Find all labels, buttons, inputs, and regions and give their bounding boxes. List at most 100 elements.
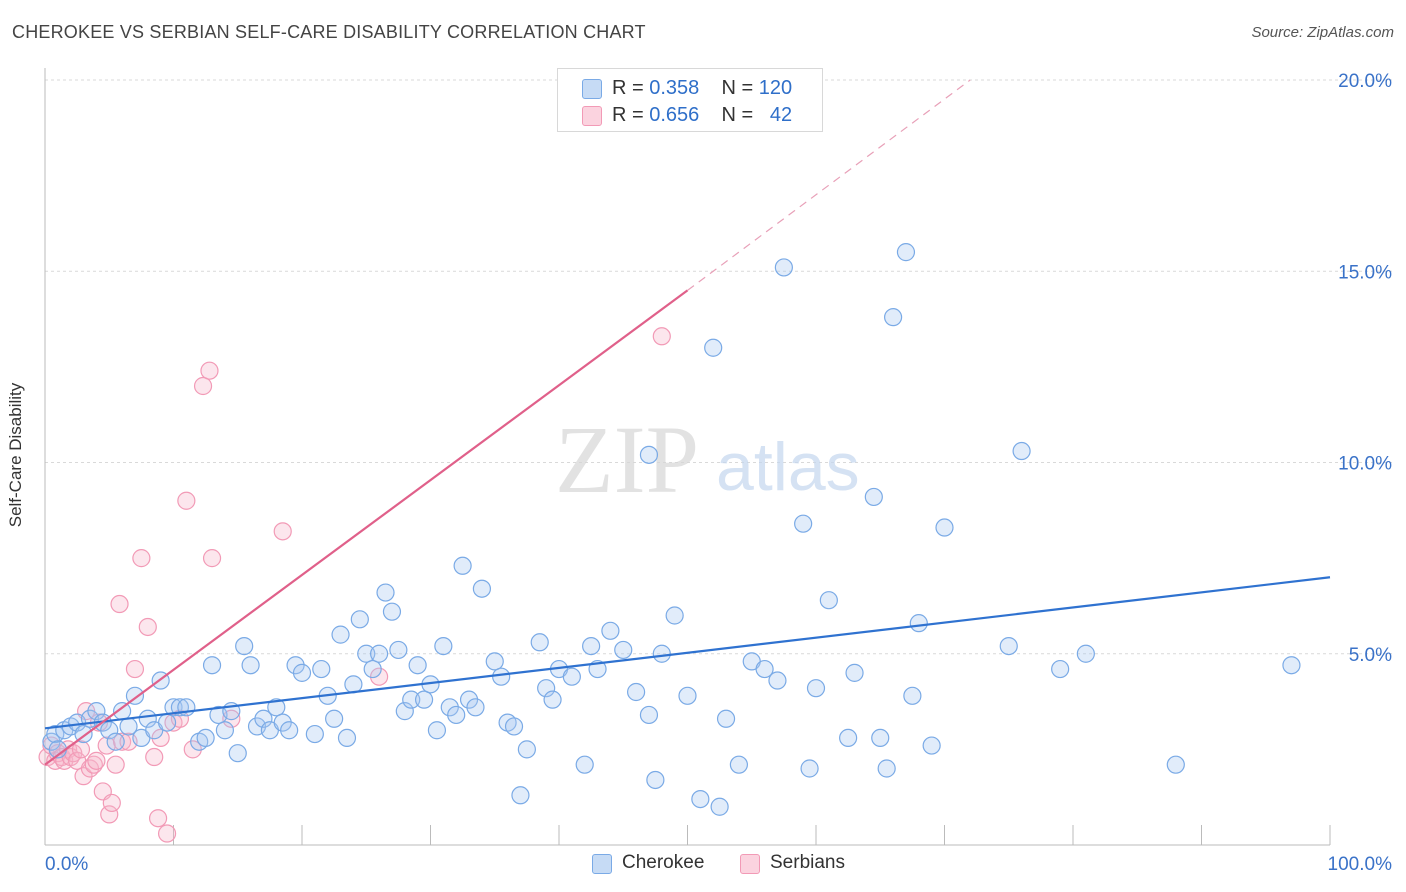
- cherokee-point: [883, 308, 903, 327]
- gridlines: [45, 79, 1392, 655]
- cherokee-point: [935, 518, 954, 537]
- cherokee-point: [453, 556, 472, 575]
- cherokee-point: [871, 728, 890, 748]
- serbians-point: [71, 740, 91, 759]
- cherokee-point: [903, 686, 922, 705]
- bottom-legend-swatch-cherokee: [592, 854, 612, 874]
- cherokee-point: [504, 717, 524, 736]
- serbians-point: [87, 751, 106, 770]
- cherokee-point: [267, 698, 286, 717]
- source-label: Source: ZipAtlas.com: [1251, 24, 1394, 41]
- bottom-legend-swatch-serbians: [740, 854, 760, 874]
- serbians-point: [273, 522, 292, 541]
- x-tick-label: 0.0%: [45, 854, 88, 875]
- serbians-point: [97, 736, 116, 755]
- cherokee-trendline: [44, 576, 1331, 730]
- cherokee-point: [376, 583, 395, 602]
- cherokee-point: [626, 682, 646, 702]
- watermark-zip: ZIP: [555, 406, 699, 513]
- cherokee-point: [389, 640, 408, 660]
- y-tick-label: 20.0%: [1338, 71, 1392, 92]
- cherokee-point: [999, 636, 1018, 656]
- cherokee-point: [704, 338, 723, 357]
- bottom-legend-label-serbians: Serbians: [770, 852, 845, 873]
- legend-text-cherokee: R = 0.358 N = 120: [612, 77, 792, 100]
- cherokee-point: [575, 755, 594, 774]
- cherokee-point: [292, 663, 312, 682]
- chart-title: CHEROKEE VS SERBIAN SELF-CARE DISABILITY…: [12, 22, 646, 42]
- cherokee-point: [370, 644, 389, 663]
- cherokee-point: [806, 679, 826, 698]
- cherokee-point: [1076, 644, 1095, 663]
- cherokee-point: [414, 690, 434, 709]
- serbians-point: [148, 809, 168, 828]
- cherokee-point: [819, 591, 838, 610]
- legend-n-label: N =: [721, 77, 754, 99]
- cherokee-point: [305, 724, 324, 744]
- cherokee-point: [562, 667, 581, 686]
- cherokee-point: [800, 759, 819, 778]
- bottom-legend-label-cherokee: Cherokee: [622, 852, 705, 873]
- legend-n-value: 120: [758, 77, 793, 99]
- cherokee-point: [157, 713, 177, 732]
- serbians-points: [38, 327, 671, 843]
- cherokee-point: [1012, 441, 1031, 461]
- y-tick-label: 5.0%: [1349, 645, 1392, 666]
- y-tick-label: 10.0%: [1338, 454, 1392, 475]
- legend-n-value: 42: [769, 104, 793, 126]
- legend-n-label: N =: [721, 104, 754, 126]
- cherokee-point: [794, 514, 813, 533]
- trendlines: [44, 79, 1331, 766]
- serbians-point: [106, 755, 125, 774]
- legend-r-value: 0.358: [649, 77, 700, 99]
- legend-text-serbians: R = 0.656 N = 42: [612, 104, 792, 127]
- cherokee-point: [678, 686, 697, 705]
- cherokee-point: [1166, 755, 1185, 774]
- cherokee-point: [228, 744, 247, 763]
- cherokee-point: [241, 656, 260, 675]
- cherokee-point: [215, 721, 234, 740]
- y-tick-label: 15.0%: [1338, 262, 1392, 283]
- legend-swatch-serbians: [582, 106, 602, 126]
- cherokee-point: [530, 633, 549, 652]
- serbians-point: [200, 361, 219, 380]
- cherokee-point: [768, 671, 787, 690]
- cherokee-point: [202, 656, 222, 675]
- x-tick-label: 100.0%: [1328, 854, 1393, 875]
- cherokee-point: [357, 644, 376, 663]
- cherokee-point: [382, 602, 402, 621]
- legend-r-label: R =: [612, 77, 644, 99]
- cherokee-point: [755, 659, 774, 679]
- cherokee-point: [363, 659, 382, 679]
- cherokee-points: [42, 243, 1301, 816]
- cherokee-point: [582, 636, 601, 656]
- cherokee-point: [325, 709, 344, 728]
- cherokee-point: [312, 659, 331, 679]
- cherokee-point: [774, 258, 793, 277]
- serbians-point: [202, 549, 222, 568]
- serbians-point: [110, 594, 129, 614]
- serbians-point: [177, 491, 196, 510]
- legend-r-value: 0.656: [649, 104, 700, 126]
- cherokee-point: [716, 709, 736, 728]
- cherokee-point: [922, 736, 941, 755]
- cherokee-point: [511, 786, 530, 805]
- correlation-legend: R = 0.358 N = 120 R = 0.656 N = 42: [557, 68, 823, 132]
- cherokee-point: [537, 679, 556, 698]
- cherokee-point: [235, 636, 254, 656]
- cherokee-point: [427, 721, 447, 740]
- cherokee-point: [729, 755, 749, 774]
- cherokee-point: [87, 702, 106, 721]
- serbians-point: [193, 376, 213, 396]
- cherokee-point: [434, 636, 453, 656]
- cherokee-point: [614, 640, 633, 660]
- cherokee-point: [845, 663, 864, 682]
- cherokee-point: [691, 789, 710, 809]
- cherokee-point: [652, 644, 671, 663]
- cherokee-point: [196, 728, 215, 748]
- serbians-point: [652, 327, 671, 346]
- cherokee-point: [877, 759, 896, 778]
- cherokee-point: [106, 732, 125, 751]
- cherokee-point: [408, 656, 427, 675]
